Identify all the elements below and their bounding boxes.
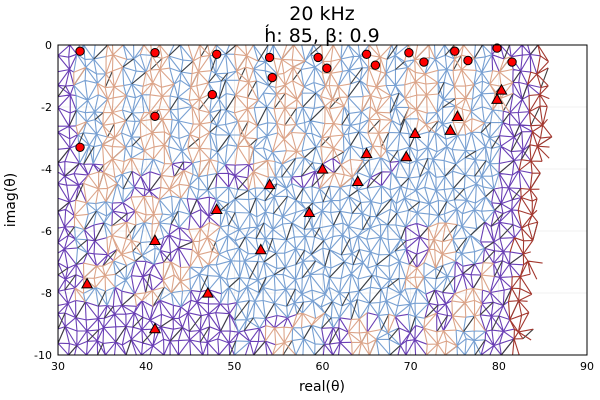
data-point-triangle xyxy=(81,277,94,289)
data-point-circle xyxy=(264,52,275,63)
data-point-circle xyxy=(404,48,414,58)
x-tick-label: 90 xyxy=(580,360,594,373)
data-point-circle xyxy=(313,52,323,63)
data-point-triangle xyxy=(491,93,504,104)
data-point-circle xyxy=(322,63,332,73)
chart-subtitle: h́: 85, β: 0.9 xyxy=(264,25,380,47)
data-point-circle xyxy=(150,111,160,122)
data-point-circle xyxy=(75,46,85,56)
tick-layer: 30 40 50 60 70 80 90 0 -2 -4 -6 -8 -10 xyxy=(34,39,594,373)
data-point-triangle xyxy=(263,178,276,190)
y-axis-label: imag(θ) xyxy=(3,173,19,227)
x-axis-label: real(θ) xyxy=(299,379,345,395)
x-tick-label: 70 xyxy=(404,360,418,373)
data-point-triangle xyxy=(254,243,267,255)
data-point-circle xyxy=(212,49,222,59)
y-tick-label: -10 xyxy=(34,349,52,362)
mesh-edges-0 xyxy=(58,45,542,355)
data-point-circle xyxy=(507,57,517,67)
mesh-edges-1 xyxy=(73,45,504,355)
mesh-layer xyxy=(58,45,553,355)
y-tick-label: -4 xyxy=(41,163,52,176)
data-point-circle xyxy=(450,46,460,56)
data-point-triangle xyxy=(360,147,373,159)
data-point-circle xyxy=(361,49,372,59)
data-point-triangle xyxy=(409,127,422,139)
data-point-triangle xyxy=(495,83,508,95)
data-point-circle xyxy=(492,43,502,53)
data-point-circle xyxy=(150,48,160,58)
data-point-triangle xyxy=(148,234,162,245)
data-point-circle xyxy=(419,57,429,67)
data-point-triangle xyxy=(451,110,464,121)
data-point-triangle xyxy=(444,124,457,135)
data-point-triangle xyxy=(210,203,223,214)
data-point-triangle xyxy=(351,175,364,187)
data-point-circle xyxy=(267,72,277,83)
plot-frame xyxy=(57,44,588,356)
x-tick-label: 50 xyxy=(227,360,241,373)
y-tick-label: -2 xyxy=(41,101,52,114)
data-point-triangle xyxy=(400,150,413,162)
y-tick-label: -6 xyxy=(41,225,52,238)
x-tick-label: 60 xyxy=(316,360,330,373)
data-point-circle xyxy=(463,55,473,66)
data-point-triangle xyxy=(148,322,162,334)
data-point-circle xyxy=(370,60,381,70)
marker-layer xyxy=(75,43,517,334)
mesh-edges-4 xyxy=(507,45,553,355)
data-point-triangle xyxy=(303,206,316,218)
y-tick-label: 0 xyxy=(45,39,52,52)
data-point-circle xyxy=(75,142,85,153)
x-tick-label: 80 xyxy=(492,360,506,373)
data-point-triangle xyxy=(201,286,214,298)
data-point-circle xyxy=(207,89,217,100)
chart-title: 20 kHz xyxy=(289,3,355,25)
x-tick-label: 40 xyxy=(139,360,153,373)
data-point-triangle xyxy=(316,162,329,174)
x-tick-label: 30 xyxy=(51,360,65,373)
y-tick-label: -8 xyxy=(41,287,52,300)
